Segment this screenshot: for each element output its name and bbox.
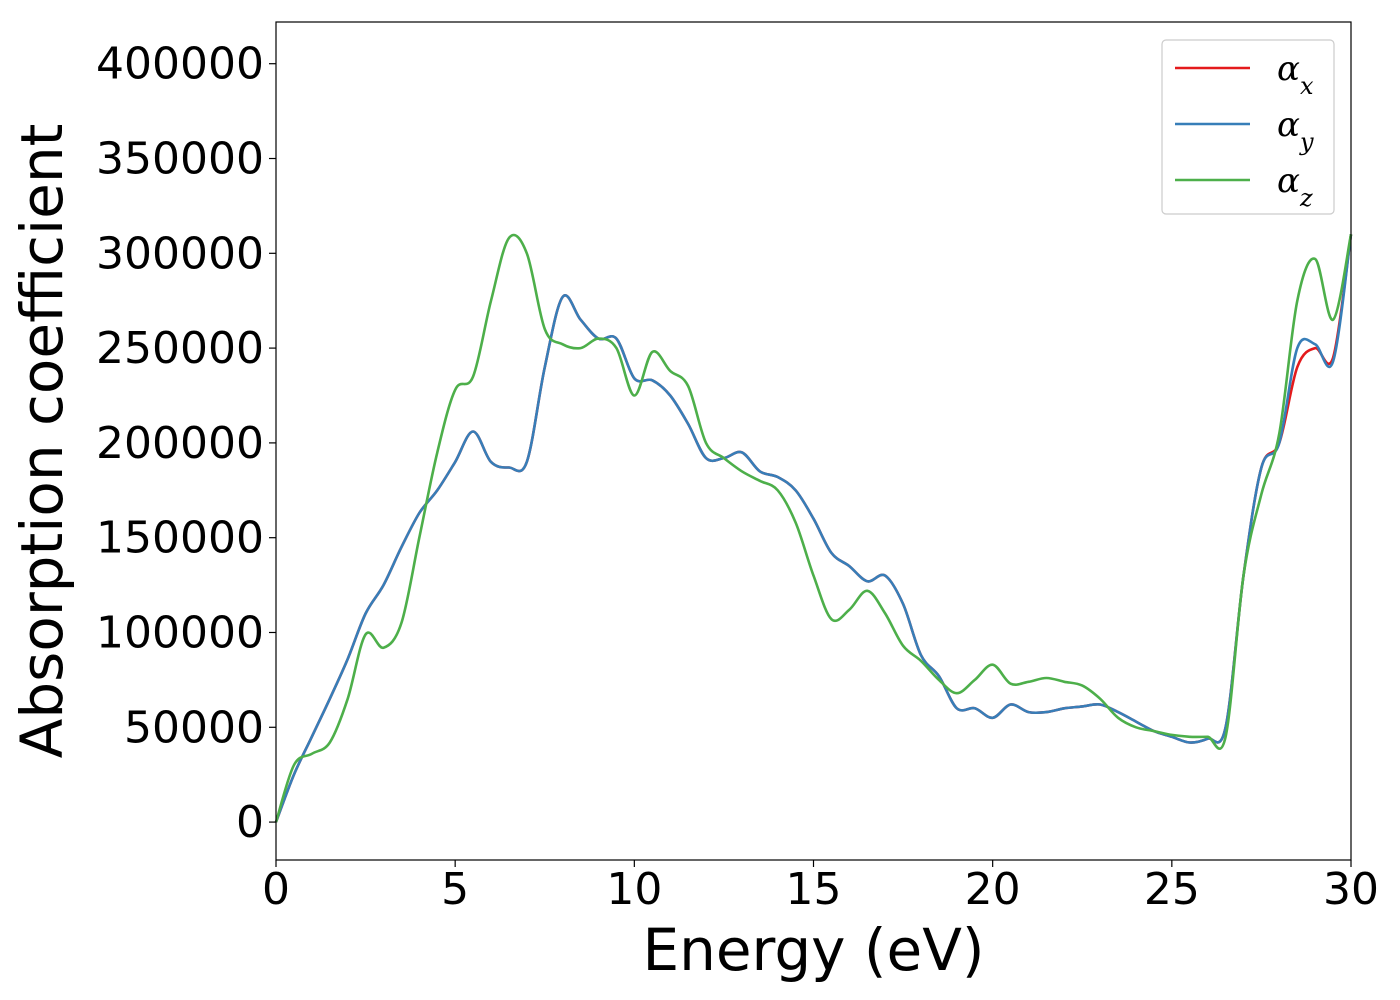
series-line-z <box>274 233 1353 823</box>
y-tick-label: 350000 <box>96 134 264 185</box>
y-axis-label: Absorption coefficient <box>8 124 76 759</box>
x-tick-label: 0 <box>262 864 290 915</box>
legend-box <box>1161 39 1335 215</box>
x-tick-label: 30 <box>1323 864 1379 915</box>
ticks: 0 5 10 15 20 25 30 0 50000 100000 150000 200000 2500… <box>96 39 1379 915</box>
y-tick-label: 0 <box>236 797 264 848</box>
x-tick-label: 20 <box>965 864 1021 915</box>
x-tick-label: 25 <box>1144 864 1200 915</box>
y-tick-label: 400000 <box>96 39 264 90</box>
legend-label-z: αz <box>1277 161 1313 212</box>
x-tick-label: 10 <box>606 864 662 915</box>
legend-label-x: αx <box>1277 49 1314 100</box>
y-tick-label: 50000 <box>124 702 264 753</box>
y-tick-label: 300000 <box>96 228 264 279</box>
series-lines <box>274 233 1353 823</box>
y-tick-label: 100000 <box>96 607 264 658</box>
x-tick-label: 5 <box>441 864 469 915</box>
legend-label-y: αy <box>1277 105 1314 156</box>
x-axis-label: Energy (eV) <box>642 916 984 984</box>
x-tick-label: 15 <box>786 864 842 915</box>
y-tick-label: 150000 <box>96 513 264 564</box>
y-tick-label: 200000 <box>96 418 264 469</box>
series-line-y <box>274 234 1353 823</box>
series-line-x <box>274 234 1353 823</box>
y-tick-label: 250000 <box>96 323 264 374</box>
plot-frame <box>275 21 1352 861</box>
